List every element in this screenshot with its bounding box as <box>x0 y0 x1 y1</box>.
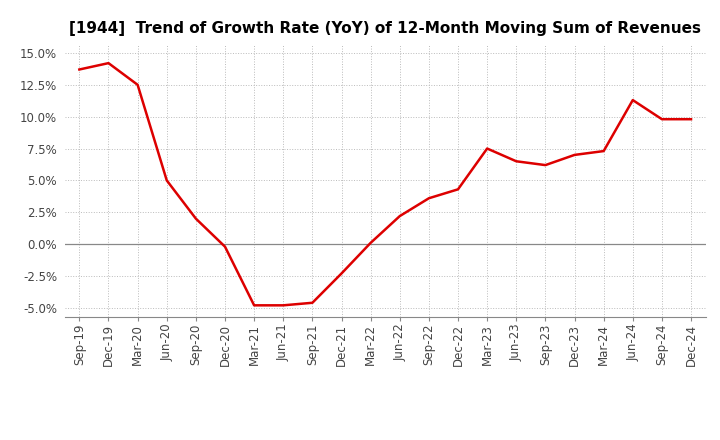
Title: [1944]  Trend of Growth Rate (YoY) of 12-Month Moving Sum of Revenues: [1944] Trend of Growth Rate (YoY) of 12-… <box>69 21 701 36</box>
